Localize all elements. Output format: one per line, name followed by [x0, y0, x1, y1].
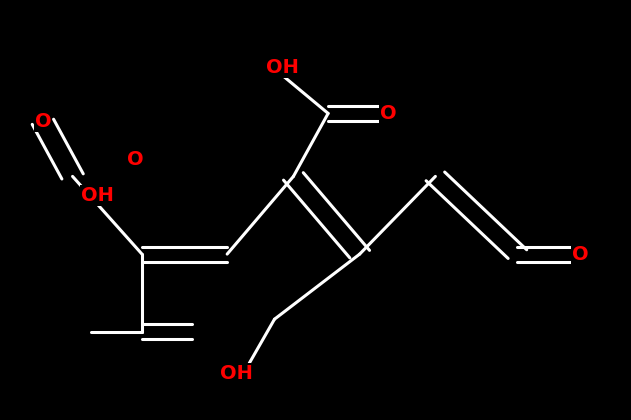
Text: O: O [380, 104, 397, 123]
Text: OH: OH [266, 58, 299, 77]
Text: O: O [572, 244, 589, 264]
Text: OH: OH [81, 186, 114, 205]
Text: O: O [127, 150, 144, 169]
Text: OH: OH [220, 364, 253, 383]
Text: O: O [35, 112, 51, 131]
